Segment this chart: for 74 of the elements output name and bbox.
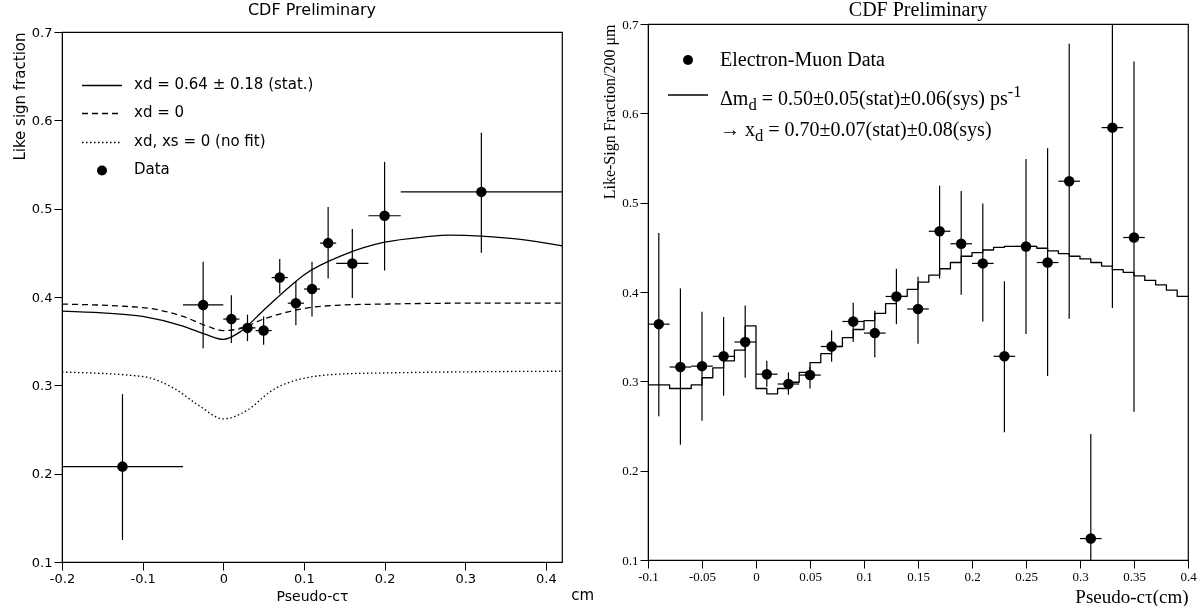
- x-tick-label: 0.35: [1123, 568, 1146, 584]
- point: [869, 327, 881, 339]
- point: [955, 238, 967, 249]
- text: Δm$_{d}$ = 0.50±0.05(stat)±0.06(sys) ps$^{-1}$ → x$_{d}$ = 0.70±0.07(stat)±0.08(sys): [720, 82, 1022, 146]
- point: [290, 297, 302, 309]
- point: [274, 272, 285, 283]
- x-tick-label: -0.1: [638, 568, 659, 584]
- point: [977, 258, 989, 269]
- x-tick-label: 0.4: [1180, 568, 1198, 584]
- legend-label: Data: [134, 158, 170, 179]
- y-tick-label: 0.2: [31, 466, 53, 482]
- point: [258, 325, 269, 336]
- legend-label: xd = 0: [134, 102, 185, 123]
- point: [347, 258, 358, 269]
- point: [1042, 257, 1053, 268]
- y-axis-title: Like-Sign Fraction/200 μm: [601, 23, 620, 200]
- point: [653, 318, 665, 330]
- y-tick-label: 0.5: [31, 201, 53, 217]
- text: cm: [571, 586, 594, 604]
- y-tick-label: 0.6: [31, 112, 53, 128]
- point: [696, 360, 708, 372]
- x-tick-label: 0.1: [856, 568, 873, 584]
- x-tick-label: 0: [219, 570, 228, 586]
- point: [322, 237, 334, 249]
- x-tick-label: 0.25: [1015, 568, 1038, 584]
- x-tick-label: 0.1: [294, 570, 315, 586]
- x-axis-title: Pseudo-cτ(cm): [1075, 585, 1189, 606]
- y-tick-label: 0.2: [622, 463, 639, 479]
- point: [226, 313, 237, 325]
- x-tick-label: 0.2: [964, 568, 981, 584]
- y-tick-label: 0.6: [622, 105, 639, 121]
- point: [476, 186, 487, 198]
- point: [242, 322, 253, 334]
- point: [912, 303, 924, 315]
- x-tick-label: -0.05: [688, 568, 717, 584]
- point: [1085, 533, 1097, 544]
- point: [934, 226, 945, 237]
- point: [999, 351, 1010, 362]
- y-tick-label: 0.1: [31, 554, 53, 570]
- x-tick-label: 0.05: [799, 568, 822, 584]
- legend-label: xd, xs = 0 (no fit): [134, 130, 266, 151]
- point: [1107, 122, 1118, 133]
- point: [197, 299, 209, 311]
- y-tick-label: 0.3: [31, 377, 53, 393]
- legend-label: Electron-Muon Data: [720, 47, 885, 72]
- x-tick-label: 0: [753, 568, 760, 584]
- x-tick-label: -0.2: [49, 570, 76, 586]
- y-tick-label: 0.7: [622, 16, 639, 32]
- point: [117, 461, 128, 472]
- point: [379, 210, 390, 221]
- y-tick-label: 0.1: [622, 552, 639, 568]
- legend-label: xd = 0.64 ± 0.18 (stat.): [134, 74, 314, 95]
- point: [306, 283, 318, 295]
- chart-title: CDF Preliminary: [247, 0, 377, 19]
- chart-title: CDF Preliminary: [848, 0, 988, 21]
- point: [718, 351, 729, 362]
- x-tick-label: 0.15: [907, 568, 930, 584]
- y-tick-label: 0.5: [622, 195, 639, 211]
- point: [847, 316, 859, 327]
- x-tick-label: -0.1: [130, 570, 156, 586]
- point: [1128, 232, 1140, 243]
- y-axis-title: Like sign fraction: [10, 32, 29, 161]
- point: [675, 361, 686, 373]
- y-tick-label: 0.4: [622, 284, 639, 300]
- x-tick-label: 0.3: [1072, 568, 1089, 584]
- x-axis-title: Pseudo-cτ: [276, 587, 349, 604]
- point: [761, 368, 773, 380]
- x-tick-label: 0.3: [455, 570, 477, 586]
- x-tick-label: 0.4: [536, 570, 557, 586]
- point: [1063, 175, 1075, 187]
- y-tick-label: 0.7: [31, 24, 53, 40]
- y-tick-label: 0.4: [31, 289, 53, 305]
- y-tick-label: 0.3: [622, 373, 639, 389]
- x-tick-label: 0.2: [374, 570, 396, 586]
